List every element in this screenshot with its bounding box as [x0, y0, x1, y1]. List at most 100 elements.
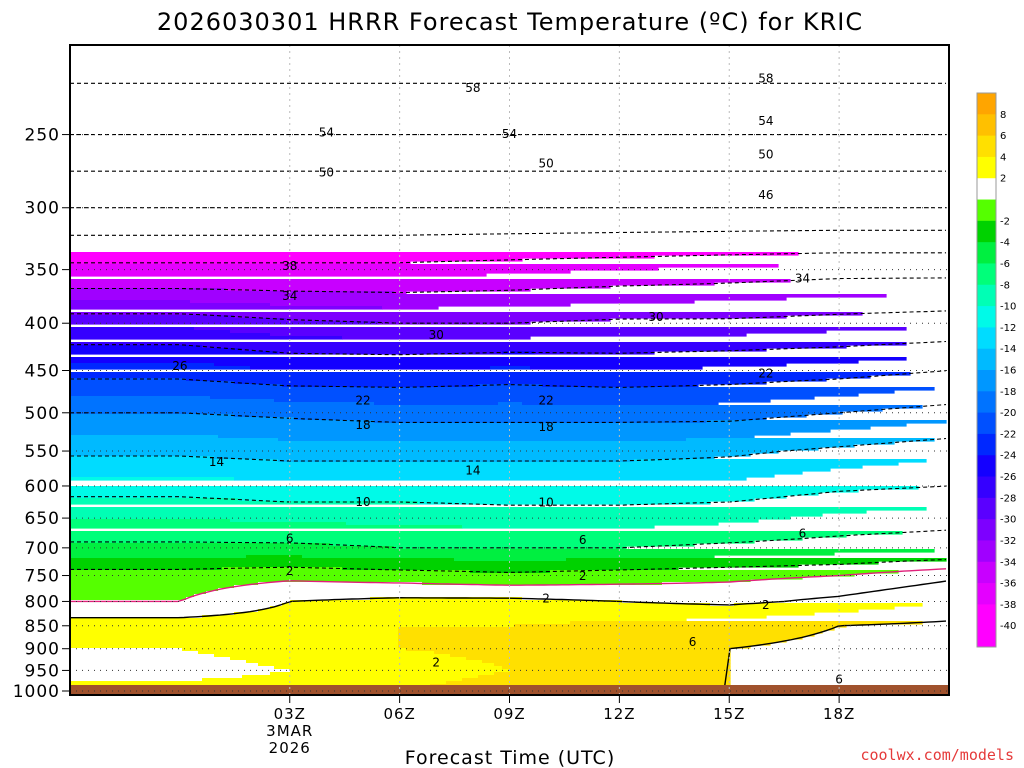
field-cell [70, 618, 687, 622]
contour-label: 50 [758, 147, 773, 161]
field-cell [70, 621, 571, 625]
field-cell [498, 402, 523, 406]
contour-label-text: 54 [319, 125, 334, 139]
field-cell [70, 399, 275, 403]
field-cell [70, 495, 787, 499]
field-cell [70, 417, 295, 421]
field-cell [226, 288, 531, 292]
field-cell [70, 411, 843, 415]
field-cell [70, 396, 211, 400]
contour-label: 22 [355, 394, 370, 408]
field-cell [70, 270, 571, 274]
field-cell [70, 654, 215, 658]
field-cell [398, 645, 751, 649]
colorbar-swatch [977, 540, 996, 563]
contour-label: 6 [799, 527, 807, 541]
field-cell [186, 378, 827, 382]
contour-label-text: 2 [432, 655, 440, 669]
colorbar-label: -22 [1000, 429, 1016, 440]
contour-label: 54 [319, 125, 334, 139]
field-cell [510, 669, 731, 673]
field-cell [70, 258, 523, 262]
field-cell [70, 681, 447, 685]
x-tick-label: 03Z [274, 705, 306, 723]
field-cell [70, 657, 231, 661]
field-cell [566, 558, 947, 562]
field-cell [230, 330, 827, 334]
y-tick-label: 300 [25, 199, 60, 219]
field-cell [70, 675, 243, 679]
field-cell [70, 405, 923, 409]
colorbar-label: -24 [1000, 451, 1016, 462]
contour-label-text: 6 [579, 533, 587, 547]
colorbar-label: 6 [1000, 131, 1006, 142]
field-cell [706, 420, 947, 424]
y-tick-label: 900 [25, 640, 60, 660]
field-cell [70, 627, 399, 631]
field-cell [494, 672, 731, 676]
field-cell [470, 570, 551, 574]
field-cell [206, 591, 867, 595]
field-cell [242, 348, 767, 352]
colorbar-swatch [977, 583, 996, 605]
contour-label-text: 30 [648, 310, 663, 324]
field-cell [70, 507, 927, 511]
field-cell [70, 492, 819, 496]
colorbar-label: -38 [1000, 600, 1016, 611]
field-cell [258, 609, 859, 613]
field-cell [70, 456, 215, 460]
colorbar-swatch [977, 625, 996, 648]
x-year-label: 2026 [269, 739, 311, 757]
field-cell [70, 264, 779, 268]
colorbar-swatch [977, 284, 996, 307]
contour-label: 14 [465, 464, 480, 478]
colorbar-label: -8 [1000, 280, 1010, 291]
field-cell [394, 546, 627, 550]
field-cell [522, 597, 815, 601]
source-credit[interactable]: coolwx.com/models [860, 746, 1014, 764]
contour-label-text: 18 [355, 418, 370, 432]
field-cell [198, 651, 435, 655]
field-cell [70, 588, 219, 592]
field-cell [514, 624, 847, 628]
contour-label: 10 [538, 496, 553, 510]
y-tick-label: 750 [25, 567, 60, 587]
colorbar-label: -14 [1000, 344, 1016, 355]
field-cell [70, 567, 223, 571]
contour-label: 50 [319, 165, 334, 179]
colorbar-swatch [977, 476, 996, 499]
colorbar-swatch [977, 156, 996, 179]
field-cell [70, 414, 235, 418]
x-tick-label: 06Z [383, 705, 415, 723]
field-cell [418, 501, 711, 505]
y-tick-label: 400 [25, 314, 60, 334]
contour-label-text: 14 [465, 464, 480, 478]
field-cell [274, 399, 771, 403]
field-cell [70, 267, 659, 271]
field-cell [330, 543, 695, 547]
field-cell [70, 423, 907, 427]
field-cell [70, 408, 883, 412]
x-tick-label: 18Z [823, 705, 855, 723]
field-cell [482, 660, 731, 664]
field-cell [70, 573, 855, 577]
field-cell [234, 414, 807, 418]
contour-label-text: 38 [282, 259, 297, 273]
field-cell [398, 642, 771, 646]
field-cell [70, 570, 471, 574]
field-cell [70, 594, 195, 598]
field-cell [70, 453, 751, 457]
field-cell [70, 648, 183, 652]
colorbar-swatch [977, 348, 996, 371]
contour-label: 34 [282, 289, 297, 303]
field-cell [70, 468, 831, 472]
field-cell [70, 579, 751, 583]
field-cell [70, 462, 899, 466]
field-cell [70, 678, 203, 682]
field-cell [270, 672, 495, 676]
field-cell [70, 363, 215, 367]
colorbar-swatch [977, 220, 996, 243]
field-cell [734, 603, 923, 607]
field-cell [70, 438, 279, 442]
field-cell [454, 558, 567, 562]
